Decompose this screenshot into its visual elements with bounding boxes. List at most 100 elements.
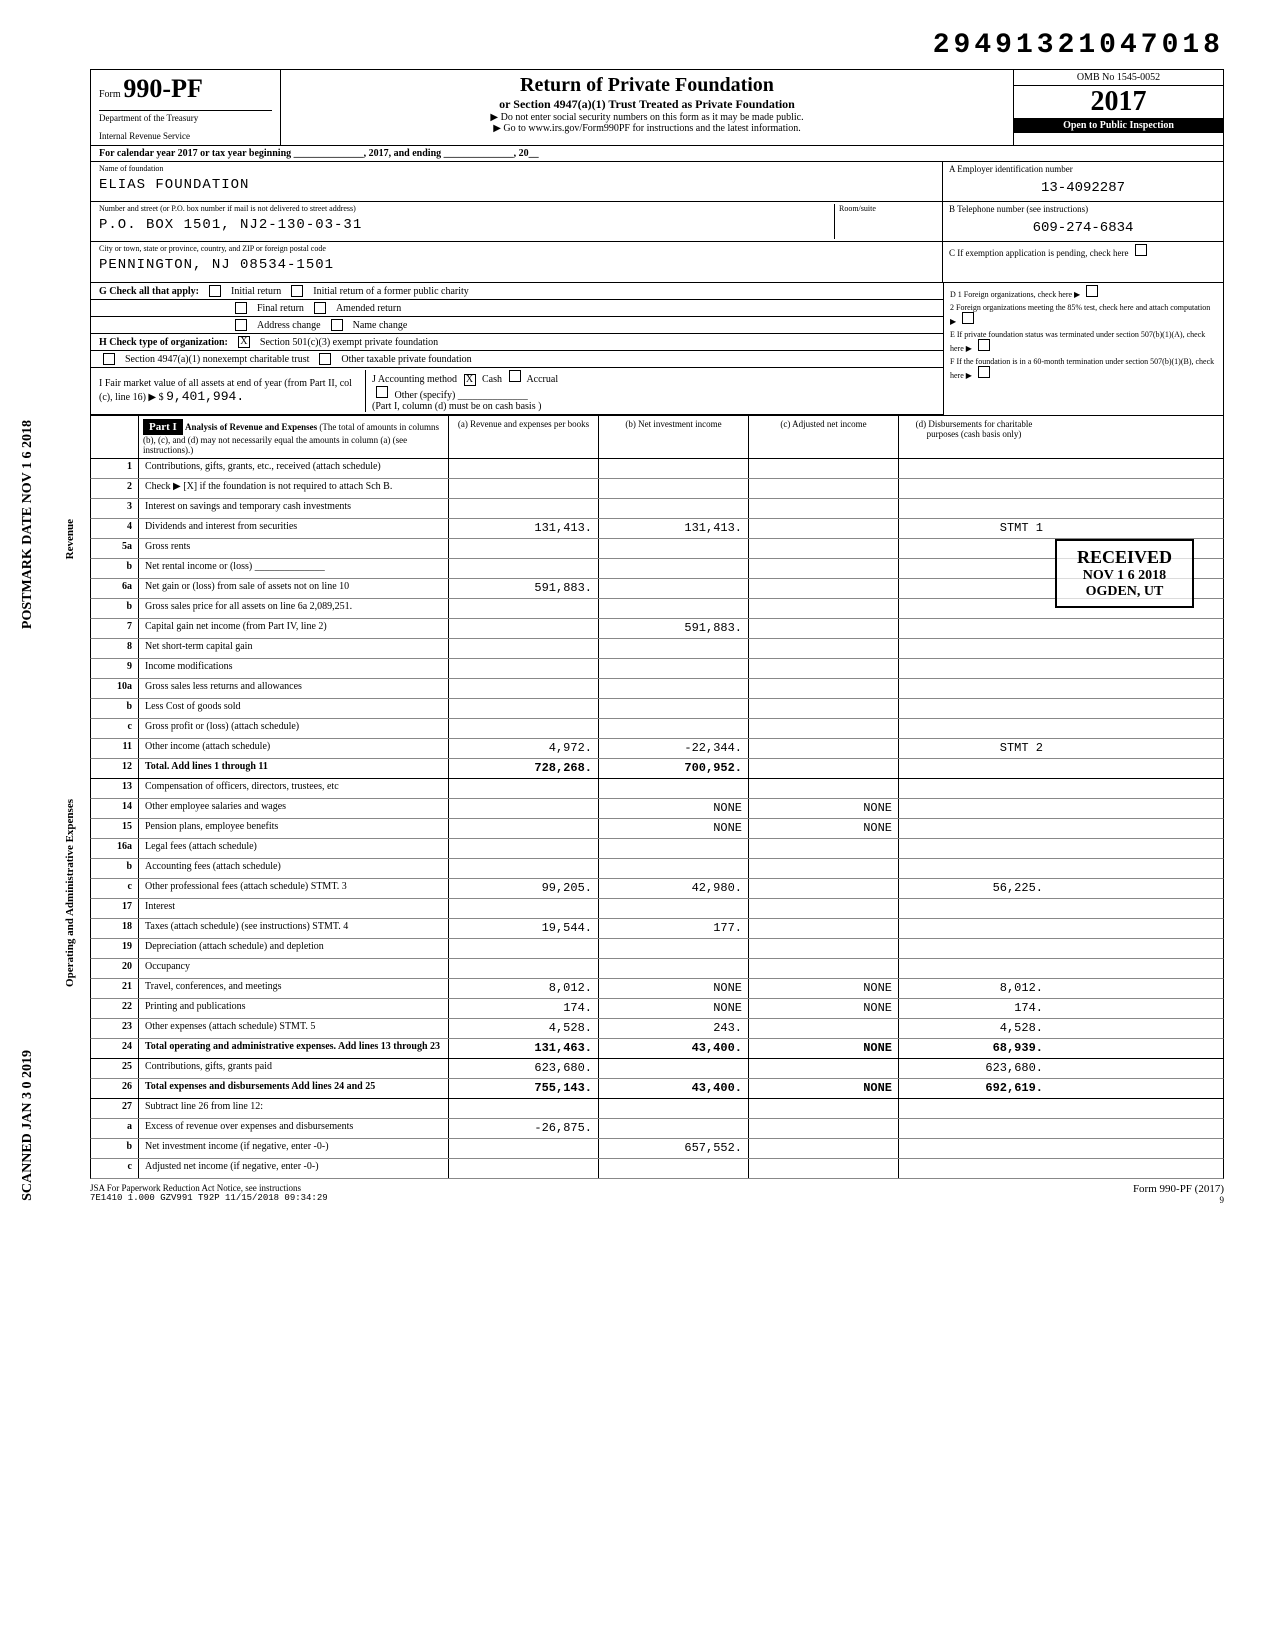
- col-b-value: [599, 499, 749, 518]
- check-section: G Check all that apply: Initial return I…: [90, 283, 1224, 415]
- line-description: Interest: [139, 899, 449, 918]
- line-number: 11: [91, 739, 139, 758]
- col-c-value: [749, 699, 899, 718]
- h-4947-checkbox[interactable]: [103, 353, 115, 365]
- line-number: 14: [91, 799, 139, 818]
- g-opt-2: Final return: [257, 303, 304, 314]
- g-address-checkbox[interactable]: [235, 319, 247, 331]
- g-final-checkbox[interactable]: [235, 302, 247, 314]
- col-b-value: [599, 939, 749, 958]
- j-other-checkbox[interactable]: [376, 386, 388, 398]
- city-label: City or town, state or province, country…: [99, 244, 934, 253]
- col-a-value: [449, 719, 599, 738]
- col-a-value: [449, 499, 599, 518]
- calendar-year-row: For calendar year 2017 or tax year begin…: [90, 145, 1224, 162]
- col-b-value: [599, 479, 749, 498]
- col-b-value: [599, 1099, 749, 1118]
- col-a-value: [449, 619, 599, 638]
- omb-number: OMB No 1545-0052: [1014, 70, 1223, 86]
- col-b-value: 591,883.: [599, 619, 749, 638]
- form-number: 990-PF: [123, 74, 202, 103]
- line-description: Gross sales price for all assets on line…: [139, 599, 449, 618]
- col-a-value: 131,413.: [449, 519, 599, 538]
- line-row: 4Dividends and interest from securities1…: [90, 519, 1224, 539]
- col-c-value: [749, 899, 899, 918]
- col-c-value: [749, 1119, 899, 1138]
- col-b-value: NONE: [599, 979, 749, 998]
- line-row: 23Other expenses (attach schedule) STMT.…: [90, 1019, 1224, 1039]
- form-subtitle: or Section 4947(a)(1) Trust Treated as P…: [289, 97, 1005, 112]
- col-d-value: [899, 499, 1049, 518]
- line-number: b: [91, 559, 139, 578]
- col-b-value: 43,400.: [599, 1079, 749, 1098]
- col-b-value: NONE: [599, 799, 749, 818]
- j-other: Other (specify) ______________: [395, 390, 528, 401]
- line-number: 26: [91, 1079, 139, 1098]
- line-description: Gross sales less returns and allowances: [139, 679, 449, 698]
- j-label: J Accounting method: [372, 374, 457, 385]
- line-row: cOther professional fees (attach schedul…: [90, 879, 1224, 899]
- f-checkbox[interactable]: [978, 366, 990, 378]
- g-opt-1: Initial return of a former public charit…: [313, 286, 469, 297]
- line-description: Depreciation (attach schedule) and deple…: [139, 939, 449, 958]
- line-number: b: [91, 699, 139, 718]
- col-c-value: [749, 619, 899, 638]
- j-cash-checkbox[interactable]: X: [464, 374, 476, 386]
- h-other-checkbox[interactable]: [319, 353, 331, 365]
- col-a-value: [449, 659, 599, 678]
- col-d-value: [899, 1139, 1049, 1158]
- col-b-value: [599, 1059, 749, 1078]
- line-description: Other expenses (attach schedule) STMT. 5: [139, 1019, 449, 1038]
- col-d-value: [899, 759, 1049, 778]
- j-accrual-checkbox[interactable]: [509, 370, 521, 382]
- col-a-value: [449, 899, 599, 918]
- col-c-value: [749, 659, 899, 678]
- line-row: 8Net short-term capital gain: [90, 639, 1224, 659]
- line-description: Net rental income or (loss) ____________…: [139, 559, 449, 578]
- g-amended-checkbox[interactable]: [314, 302, 326, 314]
- col-c-value: [749, 579, 899, 598]
- line-row: 7Capital gain net income (from Part IV, …: [90, 619, 1224, 639]
- exemption-checkbox[interactable]: [1135, 244, 1147, 256]
- line-number: 4: [91, 519, 139, 538]
- g-initial-checkbox[interactable]: [209, 285, 221, 297]
- d2-checkbox[interactable]: [962, 312, 974, 324]
- line-number: 12: [91, 759, 139, 778]
- col-b-value: [599, 959, 749, 978]
- col-a-value: -26,875.: [449, 1119, 599, 1138]
- col-d-value: [899, 659, 1049, 678]
- scanned-stamp: SCANNED JAN 3 0 2019: [20, 1050, 36, 1201]
- col-c-value: [749, 539, 899, 558]
- g-former-checkbox[interactable]: [291, 285, 303, 297]
- line-row: cAdjusted net income (if negative, enter…: [90, 1159, 1224, 1179]
- j-note: (Part I, column (d) must be on cash basi…: [372, 401, 541, 412]
- h-501c3-checkbox[interactable]: X: [238, 336, 250, 348]
- postmark-stamp: POSTMARK DATE NOV 1 6 2018: [20, 420, 36, 629]
- form-prefix: Form: [99, 89, 121, 100]
- col-a-value: 623,680.: [449, 1059, 599, 1078]
- footer-code: 7E1410 1.000 GZV991 T92P 11/15/2018 09:3…: [90, 1193, 328, 1203]
- part1-title: Analysis of Revenue and Expenses: [185, 422, 317, 432]
- col-c-value: [749, 879, 899, 898]
- g-name-checkbox[interactable]: [331, 319, 343, 331]
- e-checkbox[interactable]: [978, 339, 990, 351]
- line-number: 7: [91, 619, 139, 638]
- col-d-value: [899, 559, 1049, 578]
- col-b-value: [599, 839, 749, 858]
- g-opt-4: Address change: [257, 320, 321, 331]
- line-description: Contributions, gifts, grants, etc., rece…: [139, 459, 449, 478]
- col-a-value: [449, 699, 599, 718]
- col-d-value: [899, 579, 1049, 598]
- col-b-value: 42,980.: [599, 879, 749, 898]
- col-a-value: 99,205.: [449, 879, 599, 898]
- col-a-value: 755,143.: [449, 1079, 599, 1098]
- exemption-label: C If exemption application is pending, c…: [949, 248, 1128, 258]
- phone-label: B Telephone number (see instructions): [949, 204, 1217, 214]
- g-label: G Check all that apply:: [99, 286, 199, 297]
- d1-checkbox[interactable]: [1086, 285, 1098, 297]
- foundation-info: Name of foundation ELIAS FOUNDATION Numb…: [90, 162, 1224, 283]
- col-b-value: NONE: [599, 999, 749, 1018]
- line-row: 27Subtract line 26 from line 12:: [90, 1099, 1224, 1119]
- lines-container: RECEIVED NOV 1 6 2018 OGDEN, UT 1Contrib…: [90, 459, 1224, 1179]
- line-number: 18: [91, 919, 139, 938]
